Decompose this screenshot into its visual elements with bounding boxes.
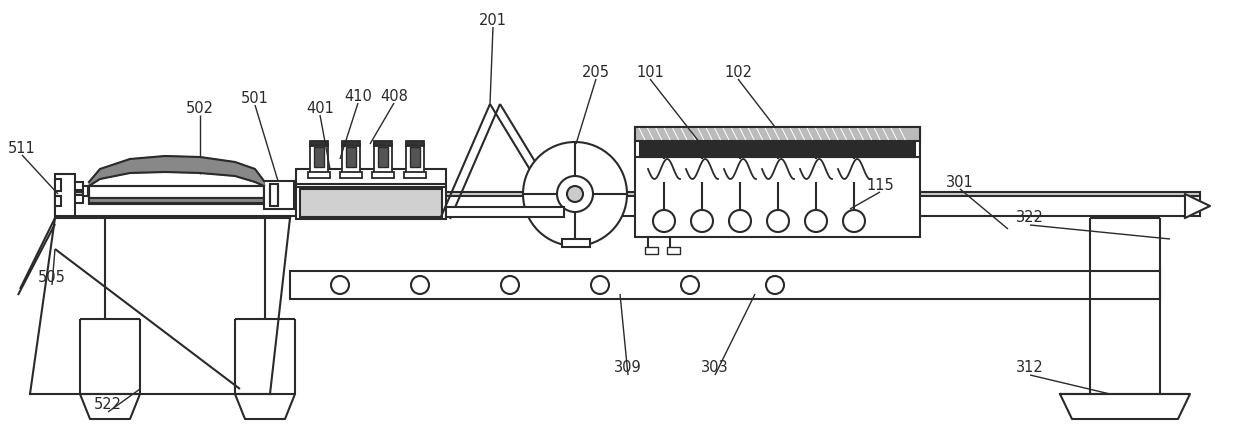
Bar: [264, 181, 294, 209]
Bar: [640, 144, 915, 158]
Polygon shape: [1185, 194, 1210, 218]
Bar: [340, 172, 362, 178]
Circle shape: [557, 177, 593, 212]
Bar: [378, 147, 388, 168]
Polygon shape: [1060, 394, 1190, 419]
Circle shape: [681, 276, 699, 294]
Bar: [74, 196, 83, 203]
Circle shape: [567, 187, 583, 203]
Text: 312: 312: [1016, 359, 1044, 375]
Bar: [55, 193, 1200, 197]
Circle shape: [691, 211, 713, 233]
Text: 505: 505: [38, 270, 66, 285]
Polygon shape: [30, 218, 290, 394]
Text: 102: 102: [724, 64, 751, 79]
Circle shape: [766, 276, 784, 294]
Text: 301: 301: [946, 174, 973, 189]
Text: 501: 501: [241, 90, 269, 105]
Circle shape: [729, 211, 751, 233]
Text: 115: 115: [866, 177, 894, 192]
Bar: [374, 141, 392, 147]
Bar: [55, 197, 61, 206]
Bar: [83, 187, 88, 197]
Bar: [667, 247, 680, 255]
Text: 303: 303: [701, 359, 729, 375]
Polygon shape: [81, 394, 140, 419]
Bar: [270, 184, 278, 206]
Bar: [446, 208, 564, 218]
Text: 322: 322: [1016, 210, 1044, 225]
Bar: [374, 144, 392, 175]
Bar: [342, 144, 360, 175]
Bar: [405, 141, 424, 147]
Bar: [89, 199, 264, 203]
Bar: [74, 183, 83, 190]
Bar: [300, 190, 441, 218]
Polygon shape: [236, 394, 295, 419]
Bar: [290, 271, 1159, 299]
Bar: [342, 141, 360, 147]
Bar: [310, 141, 329, 147]
Circle shape: [523, 143, 627, 246]
Bar: [55, 180, 61, 191]
Text: 201: 201: [479, 12, 507, 28]
Circle shape: [591, 276, 609, 294]
Bar: [55, 194, 1200, 216]
Text: 522: 522: [94, 396, 122, 412]
Text: 408: 408: [381, 88, 408, 103]
Circle shape: [805, 211, 827, 233]
Text: 401: 401: [306, 100, 334, 115]
Text: 502: 502: [186, 100, 215, 115]
Bar: [645, 247, 658, 255]
Bar: [562, 240, 590, 247]
Circle shape: [501, 276, 520, 294]
Text: 511: 511: [9, 140, 36, 155]
Bar: [296, 169, 446, 219]
Circle shape: [768, 211, 789, 233]
Bar: [89, 187, 264, 199]
Bar: [89, 187, 264, 205]
Bar: [635, 128, 920, 141]
Polygon shape: [89, 157, 264, 187]
Bar: [310, 144, 329, 175]
Bar: [308, 172, 330, 178]
Circle shape: [653, 211, 675, 233]
Bar: [372, 172, 394, 178]
Circle shape: [410, 276, 429, 294]
Circle shape: [331, 276, 348, 294]
Bar: [404, 172, 427, 178]
Bar: [410, 147, 420, 168]
Bar: [55, 175, 74, 216]
Circle shape: [843, 211, 866, 233]
Bar: [635, 128, 920, 237]
Bar: [405, 144, 424, 175]
Bar: [314, 147, 324, 168]
Text: 205: 205: [582, 64, 610, 79]
Text: 101: 101: [636, 64, 663, 79]
Text: 410: 410: [343, 88, 372, 103]
Text: 309: 309: [614, 359, 642, 375]
Bar: [346, 147, 356, 168]
